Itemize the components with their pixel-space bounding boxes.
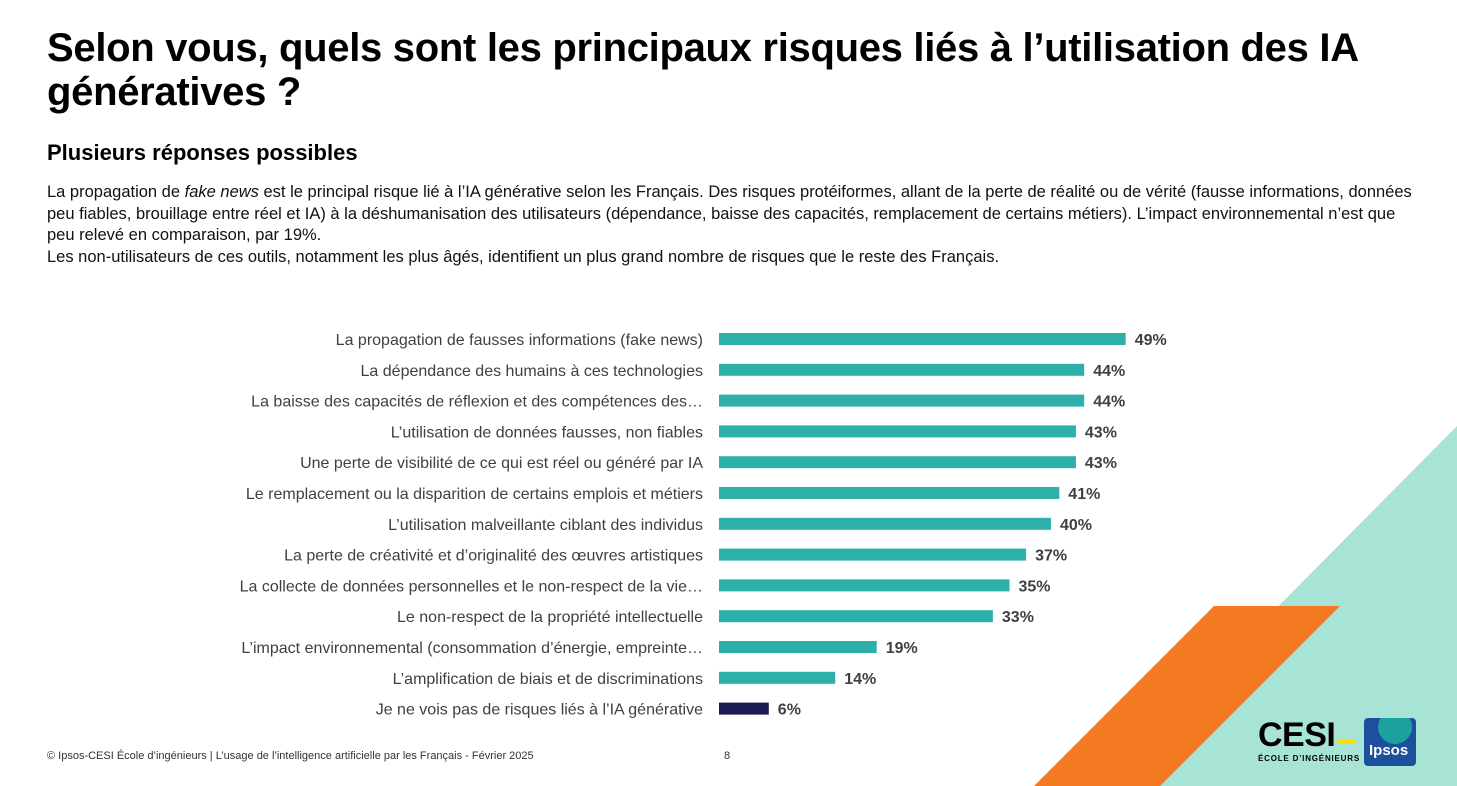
value-label: 19%	[886, 640, 918, 657]
category-label: L’utilisation de données fausses, non fi…	[391, 424, 703, 441]
bar	[719, 579, 1010, 592]
bar	[719, 610, 993, 623]
intro-paragraph-2: Les non-utilisateurs de ces outils, nota…	[47, 247, 1000, 266]
category-label: La collecte de données personnelles et l…	[240, 578, 703, 595]
ipsos-logo-word: Ipsos	[1369, 742, 1409, 759]
value-label: 40%	[1060, 517, 1092, 534]
value-label: 14%	[844, 671, 876, 688]
category-label: La perte de créativité et d’originalité …	[284, 548, 703, 565]
value-label: 44%	[1093, 394, 1125, 411]
cesi-logo: CESI ÉCOLE D’INGÉNIEURS	[1258, 718, 1360, 763]
intro-paragraph-1: La propagation de fake news est le princ…	[47, 183, 1412, 244]
bar	[719, 333, 1126, 345]
page-number: 8	[724, 750, 731, 762]
value-label: 37%	[1035, 548, 1067, 565]
footer-source: © Ipsos-CESI École d’ingénieurs | L’usag…	[47, 750, 534, 762]
bar	[719, 487, 1060, 499]
cesi-logo-subtitle: ÉCOLE D’INGÉNIEURS	[1258, 754, 1360, 763]
value-label: 49%	[1135, 332, 1167, 349]
bar	[719, 702, 769, 715]
category-label: La propagation de fausses informations (…	[336, 332, 703, 349]
value-label: 43%	[1085, 455, 1117, 472]
bar	[719, 394, 1085, 407]
bar	[719, 517, 1051, 530]
fake-news-emphasis: fake news	[184, 183, 259, 201]
cesi-logo-yellow-bar	[1337, 739, 1356, 744]
value-label: 6%	[778, 702, 801, 719]
bar	[719, 548, 1027, 561]
bar	[719, 671, 836, 684]
orange-band	[1034, 606, 1340, 786]
bar	[719, 425, 1076, 438]
bar	[719, 363, 1085, 376]
value-label: 43%	[1085, 424, 1117, 441]
value-label: 35%	[1019, 578, 1051, 595]
category-label: L’utilisation malveillante ciblant des i…	[388, 517, 703, 534]
value-label: 44%	[1093, 363, 1125, 380]
intro-text: La propagation de fake news est le princ…	[47, 182, 1427, 268]
page-subtitle: Plusieurs réponses possibles	[47, 140, 358, 165]
page-title: Selon vous, quels sont les principaux ri…	[47, 26, 1358, 114]
bar	[719, 641, 877, 653]
cesi-logo-word: CESI	[1258, 716, 1336, 754]
category-label: L’amplification de biais et de discrimin…	[393, 671, 703, 688]
category-label: Le non-respect de la propriété intellect…	[397, 609, 703, 626]
category-label: La baisse des capacités de réflexion et …	[251, 394, 703, 411]
value-label: 33%	[1002, 609, 1034, 626]
category-label: Le remplacement ou la disparition de cer…	[246, 486, 703, 503]
category-label: La dépendance des humains à ces technolo…	[361, 363, 703, 380]
ipsos-logo: Ipsos	[1364, 718, 1416, 766]
category-label: L’impact environnemental (consommation d…	[241, 640, 703, 657]
ipsos-logo-mark	[1378, 718, 1412, 744]
category-label: Je ne vois pas de risques liés à l’IA gé…	[376, 702, 703, 719]
bar	[719, 456, 1076, 469]
category-label: Une perte de visibilité de ce qui est ré…	[300, 455, 703, 472]
value-label: 41%	[1068, 486, 1100, 503]
